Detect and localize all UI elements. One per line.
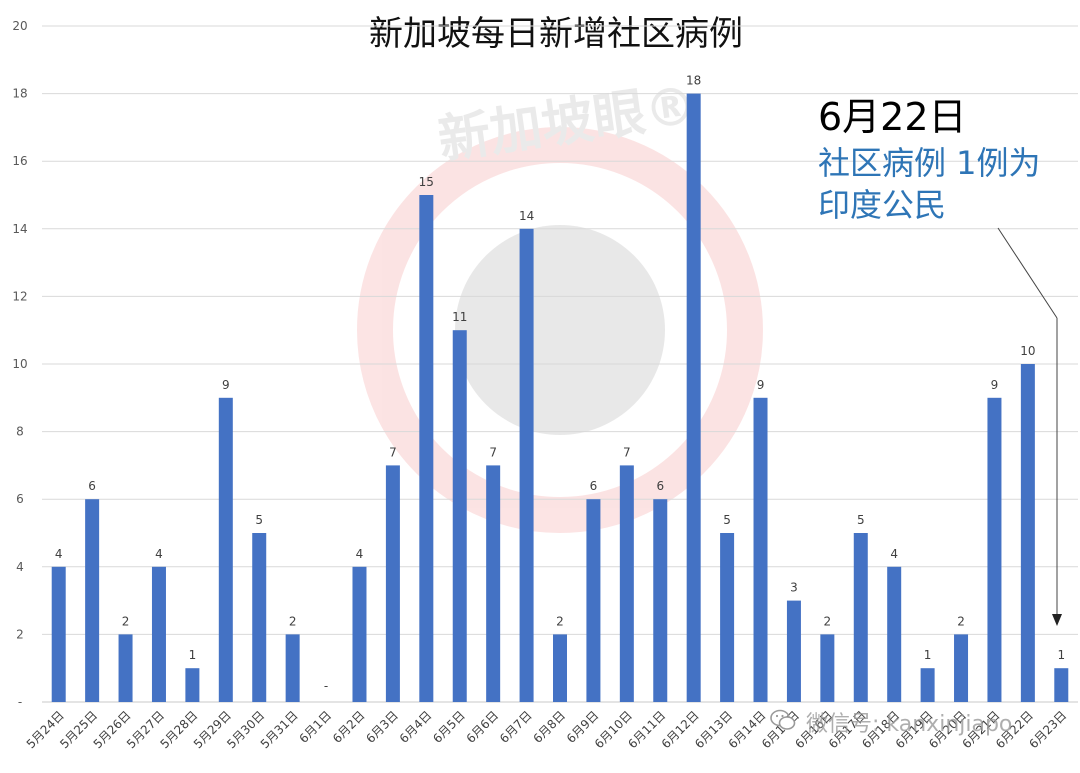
data-label: 2 <box>957 614 965 628</box>
data-label: 1 <box>924 648 932 662</box>
data-label: 3 <box>790 581 798 595</box>
x-tick-label: 5月31日 <box>258 708 301 751</box>
y-tick-label: 14 <box>12 222 27 236</box>
data-label: 7 <box>389 445 397 459</box>
y-tick-label: - <box>18 695 22 709</box>
bar <box>118 634 133 702</box>
bar <box>653 499 668 702</box>
data-label: 5 <box>723 513 731 527</box>
bar <box>352 566 367 702</box>
bar <box>185 668 200 702</box>
data-label: 4 <box>890 547 898 561</box>
watermark-account: 微信号: kanxinjiapo <box>806 712 1013 737</box>
x-tick-label: 6月1日 <box>297 708 335 746</box>
y-tick-label: 10 <box>12 357 27 371</box>
bar <box>452 330 467 702</box>
bar <box>553 634 567 702</box>
data-label: 2 <box>556 614 564 628</box>
data-label: - <box>324 679 328 693</box>
bar <box>486 465 501 702</box>
bar <box>252 533 267 702</box>
data-label: 15 <box>419 175 434 189</box>
bar <box>85 499 100 702</box>
bar <box>820 634 835 702</box>
data-label: 6 <box>656 479 664 493</box>
bar <box>586 499 601 702</box>
y-tick-label: 18 <box>12 87 27 101</box>
bar <box>786 600 801 702</box>
gridlines <box>42 25 1078 703</box>
x-tick-label: 6月7日 <box>497 708 535 746</box>
bar <box>686 93 701 703</box>
data-label: 14 <box>519 209 534 223</box>
data-label: 9 <box>222 378 230 392</box>
x-tick-label: 6月5日 <box>430 708 468 746</box>
annotation-line1: 社区病例 1例为 <box>818 144 1041 182</box>
annotation-arrow <box>997 227 1062 626</box>
annotation-line2: 印度公民 <box>818 186 947 224</box>
bar <box>954 634 969 702</box>
bar <box>753 397 768 702</box>
data-label: 18 <box>686 74 701 88</box>
annotation-date: 6月22日 <box>818 95 967 139</box>
y-tick-label: 4 <box>16 560 24 574</box>
data-labels: 4 6 2 4 1 9 5 2 - 4 7 15 11 7 14 2 6 7 6 18 5 9 3 2 5 4 1 2 9 10 1 <box>55 74 1065 693</box>
data-label: 2 <box>289 614 297 628</box>
data-label: 5 <box>857 513 865 527</box>
bar <box>1020 364 1035 702</box>
x-tick-label: 6月8日 <box>530 708 568 746</box>
x-tick-label: 6月4日 <box>397 708 435 746</box>
bars <box>51 93 1069 703</box>
x-tick-label: 6月2日 <box>330 708 368 746</box>
bar <box>887 566 902 702</box>
data-label: 9 <box>757 378 765 392</box>
y-tick-label: 2 <box>16 627 24 641</box>
x-tick-label: 6月23日 <box>1026 708 1069 751</box>
y-tick-label: 12 <box>12 289 27 303</box>
data-label: 7 <box>623 445 631 459</box>
bar <box>151 566 166 702</box>
bar <box>1054 668 1069 702</box>
data-label: 2 <box>824 614 832 628</box>
bar <box>218 397 233 702</box>
bar <box>51 566 66 702</box>
y-tick-label: 20 <box>12 19 27 33</box>
bar <box>385 465 400 702</box>
bar <box>519 228 534 703</box>
wechat-icon <box>770 709 796 730</box>
bar <box>720 533 735 702</box>
bar <box>853 533 868 702</box>
y-tick-label: 6 <box>16 492 24 506</box>
bar <box>920 668 935 702</box>
data-label: 1 <box>1057 648 1065 662</box>
data-label: 5 <box>255 513 263 527</box>
bar <box>619 465 634 702</box>
data-label: 11 <box>452 310 467 324</box>
data-label: 6 <box>590 479 598 493</box>
x-tick-label: 6月3日 <box>363 708 401 746</box>
y-axis: - 2 4 6 8 10 12 14 16 18 20 <box>12 19 27 709</box>
data-label: 2 <box>122 614 130 628</box>
bar <box>419 195 434 702</box>
x-tick-label: 6月6日 <box>464 708 502 746</box>
data-label: 6 <box>88 479 96 493</box>
data-label: 9 <box>991 378 999 392</box>
bar <box>987 397 1002 702</box>
data-label: 4 <box>155 547 163 561</box>
chart-title: 新加坡每日新增社区病例 <box>369 14 743 54</box>
data-label: 7 <box>489 445 497 459</box>
y-tick-label: 16 <box>12 154 27 168</box>
data-label: 1 <box>189 648 197 662</box>
data-label: 4 <box>356 547 364 561</box>
data-label: 4 <box>55 547 63 561</box>
data-label: 10 <box>1020 344 1035 358</box>
y-tick-label: 8 <box>16 425 24 439</box>
bar <box>285 634 300 702</box>
